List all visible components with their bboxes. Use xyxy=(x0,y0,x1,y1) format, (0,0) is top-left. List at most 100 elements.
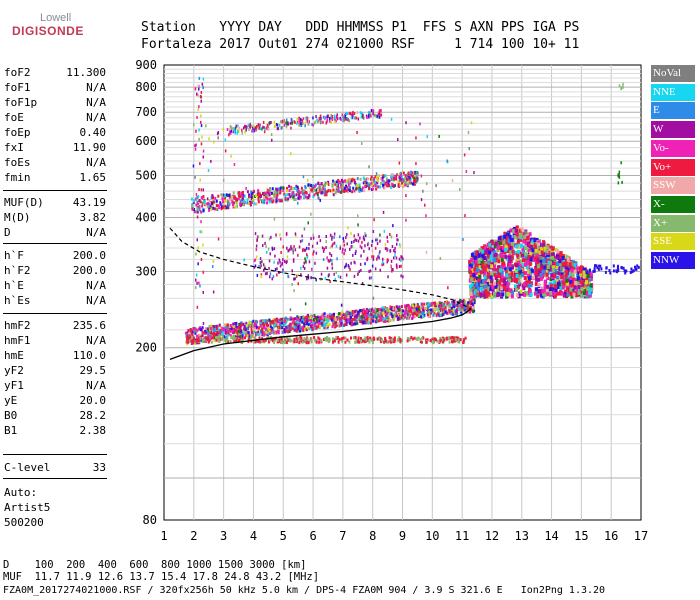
echo-point xyxy=(299,191,302,195)
echo-point xyxy=(570,294,574,299)
echo-point xyxy=(298,318,301,322)
echo-point xyxy=(261,127,263,131)
echo-point xyxy=(319,117,321,121)
echo-point xyxy=(303,317,305,320)
echo-point xyxy=(342,314,345,318)
echo-point xyxy=(263,201,266,205)
echo-point xyxy=(326,266,329,270)
echo-point xyxy=(401,305,403,308)
echo-point xyxy=(574,281,578,285)
echo-point xyxy=(286,336,288,340)
echo-point xyxy=(270,235,272,239)
echo-point xyxy=(411,337,414,341)
param-key: yF1 xyxy=(4,379,24,392)
echo-point xyxy=(451,300,454,304)
echo-point xyxy=(262,331,265,335)
echo-point xyxy=(347,226,349,230)
echo-point xyxy=(263,198,266,202)
echo-point xyxy=(530,268,534,273)
echo-point xyxy=(248,202,251,205)
echo-point xyxy=(271,247,274,251)
echo-point xyxy=(294,277,296,281)
echo-point xyxy=(375,320,378,324)
echo-point xyxy=(575,293,579,298)
echo-point xyxy=(557,284,561,289)
echo-point xyxy=(373,177,376,181)
echo-point xyxy=(410,309,413,313)
echo-point xyxy=(510,254,514,259)
echo-point xyxy=(564,273,568,278)
echo-point xyxy=(283,192,286,196)
echo-point xyxy=(327,259,330,263)
echo-point xyxy=(399,177,402,181)
echo-point xyxy=(270,121,272,124)
echo-point xyxy=(464,336,467,340)
echo-point xyxy=(255,332,258,336)
echo-point xyxy=(490,247,494,252)
echo-point xyxy=(256,273,259,277)
echo-point xyxy=(331,237,333,241)
echo-point xyxy=(283,336,286,340)
echo-point xyxy=(390,235,393,239)
echo-point xyxy=(346,233,348,237)
echo-point xyxy=(241,323,244,327)
echo-point xyxy=(546,292,550,297)
param-h-f2: h`F2 200.0 xyxy=(4,264,106,279)
echo-point xyxy=(357,117,360,121)
echo-point xyxy=(558,259,562,264)
echo-point xyxy=(505,241,509,246)
echo-point xyxy=(506,281,510,286)
echo-point xyxy=(422,306,425,310)
echo-point xyxy=(565,258,568,263)
echo-point xyxy=(351,111,354,115)
echo-point xyxy=(230,336,233,339)
echo-point xyxy=(402,309,405,313)
echo-point xyxy=(196,337,199,341)
echo-point xyxy=(486,272,490,277)
echo-point xyxy=(191,204,193,208)
echo-point xyxy=(330,254,333,257)
echo-point xyxy=(291,187,294,191)
echo-point xyxy=(472,256,476,261)
echo-point xyxy=(306,116,309,120)
param-fmin: fmin 1.65 xyxy=(4,171,106,186)
echo-point xyxy=(345,264,347,268)
echo-point xyxy=(497,274,500,278)
echo-point xyxy=(360,246,363,250)
echo-point xyxy=(281,262,283,266)
echo-point xyxy=(494,284,498,289)
echo-point xyxy=(329,245,332,249)
echo-point xyxy=(211,201,214,205)
echo-point xyxy=(280,120,282,124)
echo-point xyxy=(271,339,274,343)
echo-point xyxy=(413,176,416,180)
echo-point xyxy=(431,302,433,306)
echo-point xyxy=(237,332,240,336)
echo-point xyxy=(631,270,634,274)
echo-point xyxy=(516,276,520,281)
echo-point xyxy=(297,327,300,331)
echo-point xyxy=(519,289,523,294)
echo-point xyxy=(524,254,528,259)
param-separator xyxy=(3,478,107,479)
echo-point xyxy=(535,277,539,282)
echo-point xyxy=(257,200,260,204)
echo-point xyxy=(304,327,307,331)
auto-code: 500200 xyxy=(4,516,44,529)
echo-point xyxy=(266,272,268,275)
echo-point xyxy=(347,320,350,323)
echo-point xyxy=(453,309,456,313)
echo-point xyxy=(279,260,281,264)
echo-point xyxy=(337,340,340,344)
echo-point xyxy=(506,232,510,237)
echo-point xyxy=(270,191,273,195)
echo-point xyxy=(314,183,317,187)
echo-point xyxy=(455,336,458,340)
echo-point xyxy=(303,322,306,326)
echo-point xyxy=(439,304,442,308)
echo-point xyxy=(512,229,516,234)
echo-point xyxy=(599,264,602,268)
echo-point xyxy=(301,189,304,193)
echo-point xyxy=(451,336,454,339)
echo-point xyxy=(225,206,228,210)
